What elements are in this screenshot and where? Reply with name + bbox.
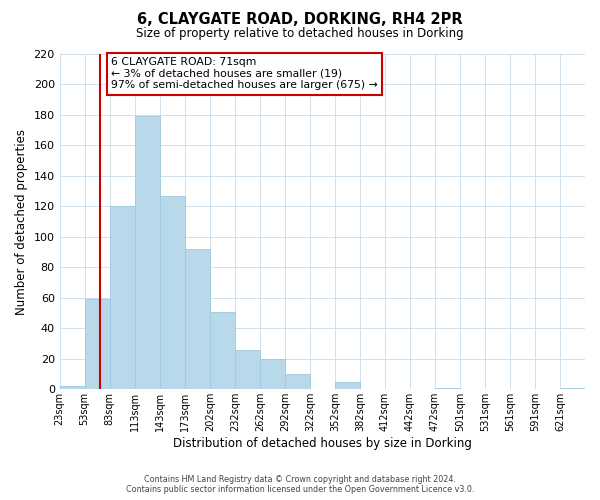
Bar: [335, 382, 360, 390]
Y-axis label: Number of detached properties: Number of detached properties: [15, 128, 28, 314]
Text: 6 CLAYGATE ROAD: 71sqm
← 3% of detached houses are smaller (19)
97% of semi-deta: 6 CLAYGATE ROAD: 71sqm ← 3% of detached …: [111, 57, 377, 90]
Bar: [560, 388, 585, 390]
Bar: [160, 196, 185, 390]
Bar: [185, 249, 210, 390]
Bar: [135, 116, 160, 390]
X-axis label: Distribution of detached houses by size in Dorking: Distribution of detached houses by size …: [173, 437, 472, 450]
Bar: [435, 388, 460, 390]
Bar: [260, 359, 285, 390]
Bar: [210, 312, 235, 390]
Bar: [285, 374, 310, 390]
Bar: [85, 300, 110, 390]
Text: 6, CLAYGATE ROAD, DORKING, RH4 2PR: 6, CLAYGATE ROAD, DORKING, RH4 2PR: [137, 12, 463, 28]
Bar: [110, 206, 135, 390]
Bar: [235, 350, 260, 390]
Text: Size of property relative to detached houses in Dorking: Size of property relative to detached ho…: [136, 28, 464, 40]
Text: Contains public sector information licensed under the Open Government Licence v3: Contains public sector information licen…: [126, 484, 474, 494]
Text: Contains HM Land Registry data © Crown copyright and database right 2024.: Contains HM Land Registry data © Crown c…: [144, 475, 456, 484]
Bar: [59, 386, 85, 390]
